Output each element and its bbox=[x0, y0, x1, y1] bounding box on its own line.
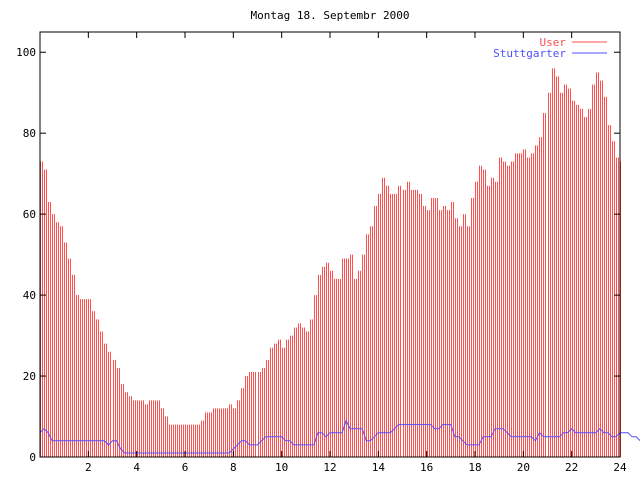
x-tick-label: 16 bbox=[420, 461, 433, 474]
x-tick-label: 18 bbox=[468, 461, 481, 474]
x-tick-label: 22 bbox=[565, 461, 578, 474]
user-bars bbox=[40, 68, 621, 457]
legend-label-stuttgarter: Stuttgarter bbox=[493, 47, 566, 60]
x-tick-label: 20 bbox=[517, 461, 530, 474]
x-tick-label: 10 bbox=[275, 461, 288, 474]
y-tick-label: 60 bbox=[23, 208, 36, 221]
x-tick-label: 24 bbox=[613, 461, 627, 474]
stuttgarter-line-group bbox=[39, 419, 640, 454]
chart-title: Montag 18. Septembr 2000 bbox=[251, 9, 410, 22]
x-tick-label: 6 bbox=[182, 461, 189, 474]
stuttgarter-line bbox=[39, 419, 640, 454]
y-tick-label: 80 bbox=[23, 127, 36, 140]
y-tick-label: 0 bbox=[29, 451, 36, 464]
x-tick-label: 12 bbox=[323, 461, 336, 474]
x-tick-label: 4 bbox=[133, 461, 140, 474]
x-tick-label: 8 bbox=[230, 461, 237, 474]
legend: User Stuttgarter bbox=[493, 36, 607, 60]
legend-label-user: User bbox=[540, 36, 567, 49]
x-tick-label: 14 bbox=[372, 461, 386, 474]
x-tick-label: 2 bbox=[85, 461, 92, 474]
y-tick-label: 20 bbox=[23, 370, 36, 383]
y-tick-label: 100 bbox=[16, 46, 36, 59]
y-tick-label: 40 bbox=[23, 289, 36, 302]
